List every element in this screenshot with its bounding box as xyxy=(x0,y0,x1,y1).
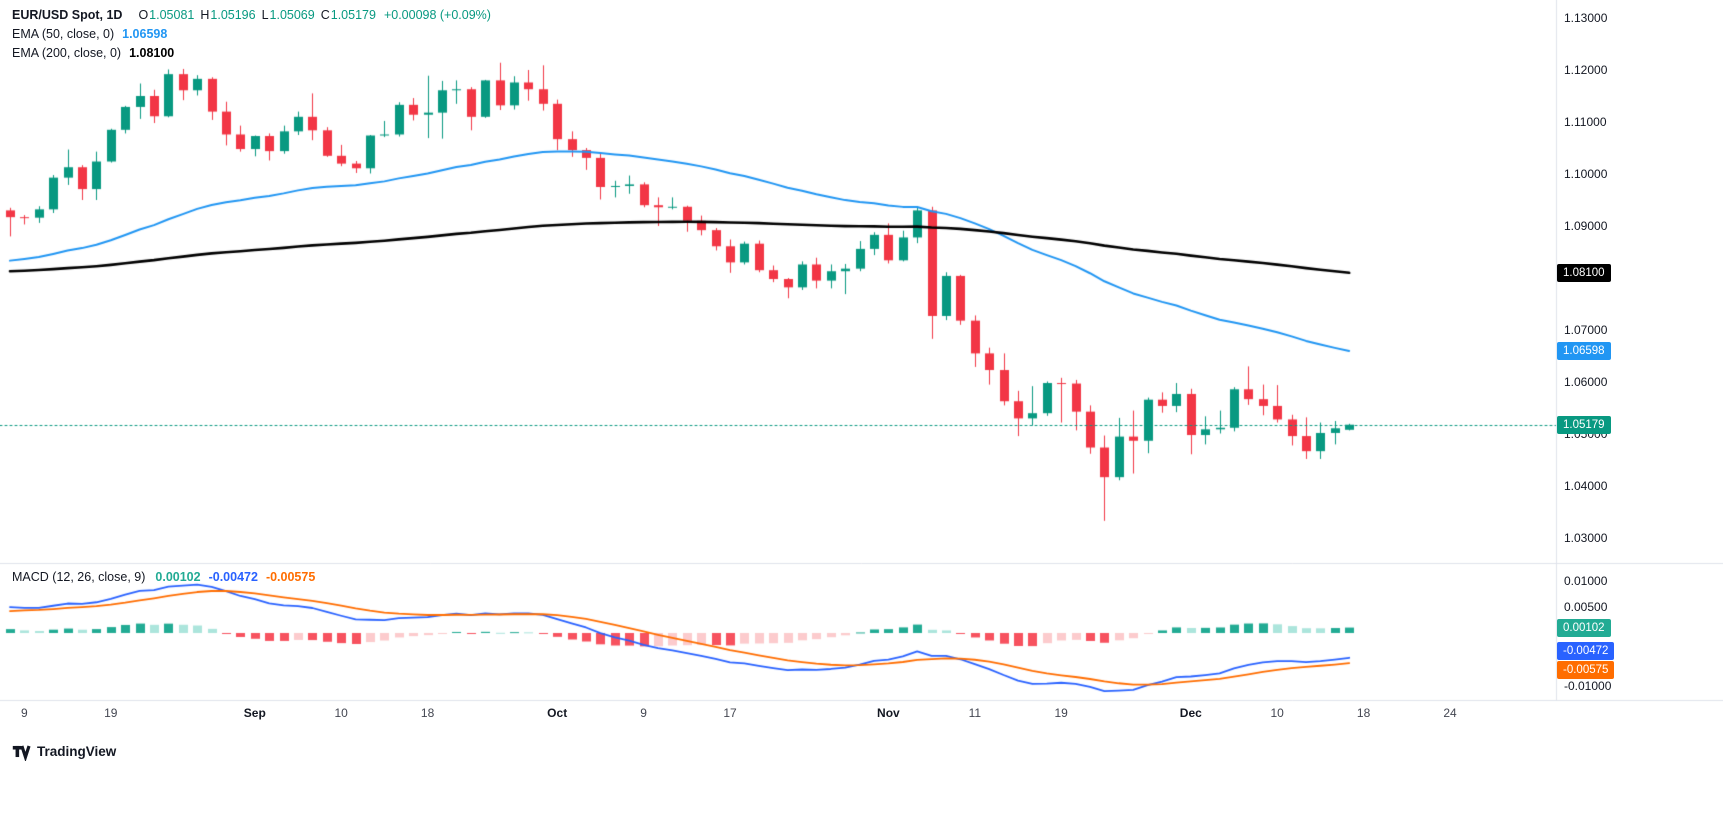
symbol-title[interactable]: EUR/USD Spot, 1D xyxy=(12,8,123,22)
ema50-value: 1.06598 xyxy=(122,27,168,41)
open-value: 1.05081 xyxy=(149,8,195,22)
ema200-label[interactable]: EMA (200, close, 0) xyxy=(12,46,122,60)
low-value: 1.05069 xyxy=(269,8,315,22)
price-axis-label: 1.07000 xyxy=(1564,323,1608,337)
open-label: O xyxy=(138,8,149,22)
time-axis-day-label: 19 xyxy=(1054,706,1068,720)
time-axis-day-label: 19 xyxy=(104,706,118,720)
high-label: H xyxy=(200,8,210,22)
macd-hist-value: 0.00102 xyxy=(155,570,201,584)
time-axis-day-label: 18 xyxy=(1356,706,1371,720)
tradingview-logo[interactable]: TradingView xyxy=(12,742,116,761)
time-axis-day-label: 10 xyxy=(334,706,348,720)
time-axis-month-label: Sep xyxy=(243,706,266,720)
price-axis-label: 1.13000 xyxy=(1564,11,1608,25)
symbol-legend-row: EUR/USD Spot, 1D O1.05081 H1.05196 L1.05069… xyxy=(12,6,491,25)
price-axis-label: 1.12000 xyxy=(1564,63,1608,77)
price-axis-label: 1.10000 xyxy=(1564,167,1608,181)
macd-axis-label: -0.01000 xyxy=(1564,678,1612,693)
price-badge: 1.06598 xyxy=(1557,341,1611,360)
macd-line-value: -0.00472 xyxy=(208,570,258,584)
time-axis-day-label: 9 xyxy=(640,706,647,720)
price-badge: 1.05179 xyxy=(1557,415,1611,434)
time-axis-day-label: 9 xyxy=(21,706,28,720)
time-axis-day-label: 10 xyxy=(1270,706,1284,720)
price-axis-label: 1.06000 xyxy=(1564,375,1608,389)
change-value: +0.00098 (+0.09%) xyxy=(383,8,491,22)
price-axis-label: 1.11000 xyxy=(1564,115,1607,129)
tradingview-logo-text: TradingView xyxy=(37,744,117,759)
time-axis[interactable]: 9 19 Sep 10 18 Oct 9 17 Nov 11 19 Dec 10 18 24 xyxy=(0,700,1723,734)
macd-badge: -0.00575 xyxy=(1557,660,1615,679)
time-axis-day-label: 11 xyxy=(968,706,982,720)
macd-signal-value: -0.00575 xyxy=(265,570,316,584)
price-axis[interactable]: 1.13000 1.12000 1.11000 1.10000 1.09000 1.070… xyxy=(1556,0,1723,700)
close-label: C xyxy=(320,8,330,22)
tradingview-logo-icon xyxy=(12,745,31,761)
ema200-legend-row: EMA (200, close, 0) 1.08100 xyxy=(12,44,491,63)
time-axis-day-label: 24 xyxy=(1443,706,1457,720)
ema50-legend-row: EMA (50, close, 0) 1.06598 xyxy=(12,25,491,44)
ema200-value: 1.08100 xyxy=(129,46,175,60)
macd-badge: -0.00472 xyxy=(1557,641,1615,660)
price-axis-label: 1.03000 xyxy=(1564,531,1608,545)
macd-axis-label: 0.01000 xyxy=(1564,573,1608,588)
price-badge: 1.08100 xyxy=(1557,263,1611,282)
time-axis-month-label: Dec xyxy=(1179,706,1202,720)
main-legend: EUR/USD Spot, 1D O1.05081 H1.05196 L1.05069… xyxy=(12,6,491,63)
time-axis-month-label: Oct xyxy=(547,706,568,720)
time-axis-day-label: 18 xyxy=(420,706,435,720)
macd-axis-label: 0.00500 xyxy=(1564,599,1608,614)
close-value: 1.05179 xyxy=(330,8,376,22)
ema50-label[interactable]: EMA (50, close, 0) xyxy=(12,27,115,41)
price-axis-label: 1.09000 xyxy=(1564,219,1608,233)
macd-label[interactable]: MACD (12, 26, close, 9) xyxy=(12,570,146,584)
low-label: L xyxy=(261,8,269,22)
high-value: 1.05196 xyxy=(210,8,256,22)
macd-legend-row: MACD (12, 26, close, 9) 0.00102 -0.00472 -0… xyxy=(12,570,315,584)
price-axis-label: 1.04000 xyxy=(1564,479,1608,493)
time-axis-day-label: 17 xyxy=(723,706,737,720)
macd-badge: 0.00102 xyxy=(1557,618,1611,637)
time-axis-month-label: Nov xyxy=(877,706,900,720)
